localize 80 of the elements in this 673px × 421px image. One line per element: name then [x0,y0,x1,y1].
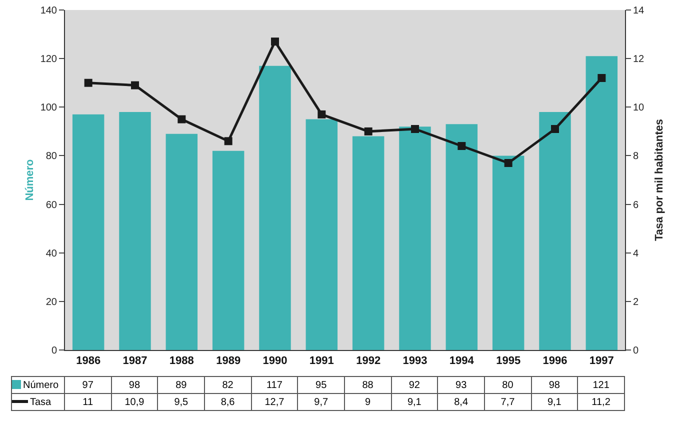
point [411,125,419,133]
bar [306,119,338,350]
bar [166,134,198,350]
x-tick-label: 1993 [402,355,428,368]
y2-tick-label: 14 [633,6,645,16]
data-label: 117 [251,376,298,394]
y-tick-label: 60 [46,200,58,211]
bar [586,56,618,350]
x-tick-label: 1992 [356,355,381,368]
data-label: 9,5 [158,394,204,410]
y-axis-title: Número [24,158,36,201]
y-tick-label: 140 [40,6,58,16]
bar [539,112,571,350]
point [458,142,466,150]
data-label: 9,1 [531,394,578,410]
point [271,38,279,46]
bar [492,156,524,350]
x-tick-label: 1991 [309,355,334,368]
data-label: 88 [344,376,392,394]
y2-tick-label: 4 [633,248,639,260]
x-tick-label: 1997 [589,355,614,368]
data-label: 98 [111,376,158,394]
data-label: 95 [298,376,344,394]
data-label: 98 [531,376,578,394]
legend-label: Tasa [30,396,52,408]
y2-axis-title: Tasa por mil habitantes [654,118,666,242]
y2-tick-label: 0 [633,346,639,356]
data-label: 8,6 [204,394,252,410]
bar [352,136,384,350]
point [224,137,232,146]
data-label: 9 [344,394,392,410]
y-tick-label: 100 [40,102,58,114]
legend-label: Número [23,380,59,390]
bar [212,150,244,350]
x-tick-label: 1995 [496,355,521,368]
data-label: 121 [578,376,624,394]
data-label: 89 [158,376,204,394]
bar [446,124,478,350]
data-label: 12,7 [251,394,298,410]
data-label: 10,9 [111,394,158,410]
point [178,115,186,124]
bar [399,126,431,350]
point [131,81,139,90]
data-label: 11 [64,394,112,410]
y-tick-label: 20 [46,296,58,308]
point [84,78,92,87]
y2-tick-label: 8 [633,151,639,162]
y-tick-label: 40 [46,248,58,260]
point [364,127,372,136]
data-label: 7,7 [484,394,532,410]
point [504,159,512,167]
x-tick-label: 1990 [262,355,288,368]
data-label: 97 [64,376,112,394]
data-label: 82 [204,376,252,394]
data-label: 80 [484,376,532,394]
data-label: 93 [438,376,484,394]
bar [259,66,291,350]
y2-tick-label: 10 [633,102,645,114]
y-tick-label: 120 [40,54,58,66]
data-label: 8,4 [438,394,484,410]
data-label: 11,2 [578,394,624,410]
x-tick-label: 1988 [169,355,194,368]
x-tick-label: 1987 [122,355,148,368]
x-tick-label: 1996 [542,355,568,368]
data-label: 92 [391,376,438,394]
y2-tick-label: 12 [633,54,645,66]
point [551,125,559,133]
bar [119,112,151,350]
x-tick-label: 1986 [76,355,101,368]
bar [72,114,104,350]
data-label: 9,7 [298,394,344,410]
x-tick-label: 1989 [216,355,241,368]
y2-tick-label: 6 [633,200,639,211]
y2-tick-label: 2 [633,296,639,308]
x-tick-label: 1994 [449,355,475,368]
point [318,110,326,118]
y-tick-label: 80 [46,151,58,162]
point [598,74,606,82]
y-tick-label: 0 [51,346,58,356]
data-label: 9,1 [391,394,438,410]
